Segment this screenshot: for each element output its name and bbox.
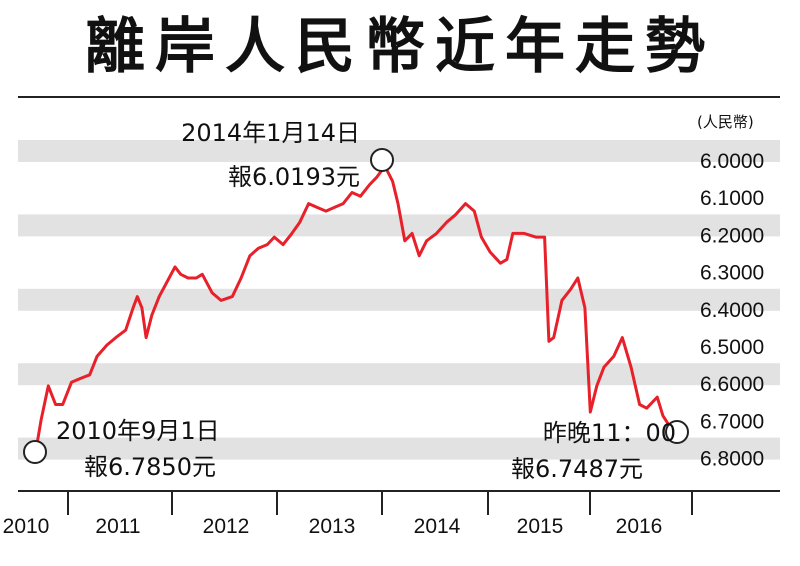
point-marker <box>23 440 47 464</box>
grid-bands <box>18 140 780 460</box>
annotation-value: 報6.0193元 <box>228 163 360 191</box>
series-group <box>34 164 673 452</box>
y-tick-label: 6.5000 <box>700 336 764 359</box>
title-rule <box>18 96 780 98</box>
x-tick-label: 2010 <box>3 515 50 538</box>
x-tick-label: 2013 <box>309 515 356 538</box>
y-tick-label: 6.2000 <box>700 224 764 247</box>
x-tick-label: 2011 <box>95 515 140 538</box>
point-marker <box>665 420 689 444</box>
chart-title: 離岸人民幣近年走勢 <box>85 12 715 82</box>
x-tick-label: 2016 <box>616 515 663 538</box>
price-line <box>34 164 673 452</box>
x-tick-label: 2015 <box>517 515 564 538</box>
unit-label: (人民幣) <box>697 113 754 131</box>
grid-band <box>18 363 780 386</box>
x-axis <box>18 490 780 515</box>
grid-band <box>18 214 780 237</box>
point-marker <box>370 148 394 172</box>
annotation-markers <box>23 148 689 464</box>
x-axis-labels: 2010 2011 2012 2013 2014 2015 2016 <box>3 515 663 538</box>
grid-band <box>18 140 780 162</box>
y-tick-label: 6.1000 <box>700 187 764 210</box>
annotation-value: 報6.7487元 <box>511 455 643 483</box>
annotation-date: 昨晚11：00 <box>543 419 676 447</box>
x-tick-label: 2012 <box>203 515 250 538</box>
y-tick-label: 6.6000 <box>700 373 764 396</box>
y-tick-label: 6.0000 <box>700 150 764 173</box>
grid-band <box>18 288 780 311</box>
annotation-value: 報6.7850元 <box>84 453 216 481</box>
annotation-date: 2010年9月1日 <box>56 417 220 445</box>
x-tick-label: 2014 <box>414 515 461 538</box>
y-axis: 6.0000 6.1000 6.2000 6.3000 6.4000 6.5000 6.60… <box>697 113 764 471</box>
grid-band <box>18 437 780 460</box>
y-tick-label: 6.4000 <box>700 299 764 322</box>
y-tick-label: 6.8000 <box>700 448 764 471</box>
y-tick-label: 6.7000 <box>700 410 764 433</box>
y-tick-label: 6.3000 <box>700 262 764 285</box>
annotation-date: 2014年1月14日 <box>181 119 360 147</box>
